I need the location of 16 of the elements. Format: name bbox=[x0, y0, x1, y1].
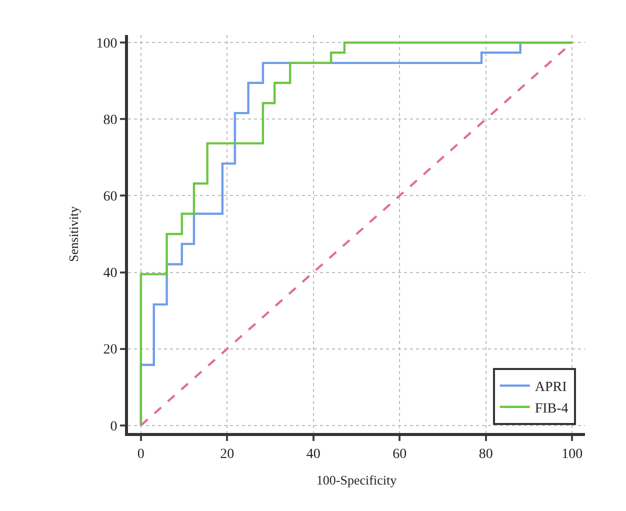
x-axis-title: 100-Specificity bbox=[316, 472, 398, 488]
y-tick-label: 100 bbox=[96, 36, 118, 52]
x-tick-label: 40 bbox=[306, 446, 320, 462]
y-tick-label: 40 bbox=[103, 266, 118, 282]
y-tick-label: 80 bbox=[103, 113, 118, 128]
x-tick-label: 0 bbox=[137, 446, 144, 462]
y-axis-title: Sensitivity bbox=[66, 206, 82, 262]
x-tick-label: 60 bbox=[392, 446, 407, 462]
legend-label: APRI bbox=[534, 380, 568, 396]
legend-label: FIB-4 bbox=[534, 401, 568, 416]
y-tick-label: 20 bbox=[103, 342, 118, 358]
y-tick-label: 0 bbox=[110, 419, 118, 434]
x-tick-label: 20 bbox=[220, 446, 234, 462]
x-tick-label: 80 bbox=[478, 446, 493, 462]
x-tick-label: 100 bbox=[562, 446, 583, 462]
y-tick-label: 60 bbox=[103, 190, 118, 205]
